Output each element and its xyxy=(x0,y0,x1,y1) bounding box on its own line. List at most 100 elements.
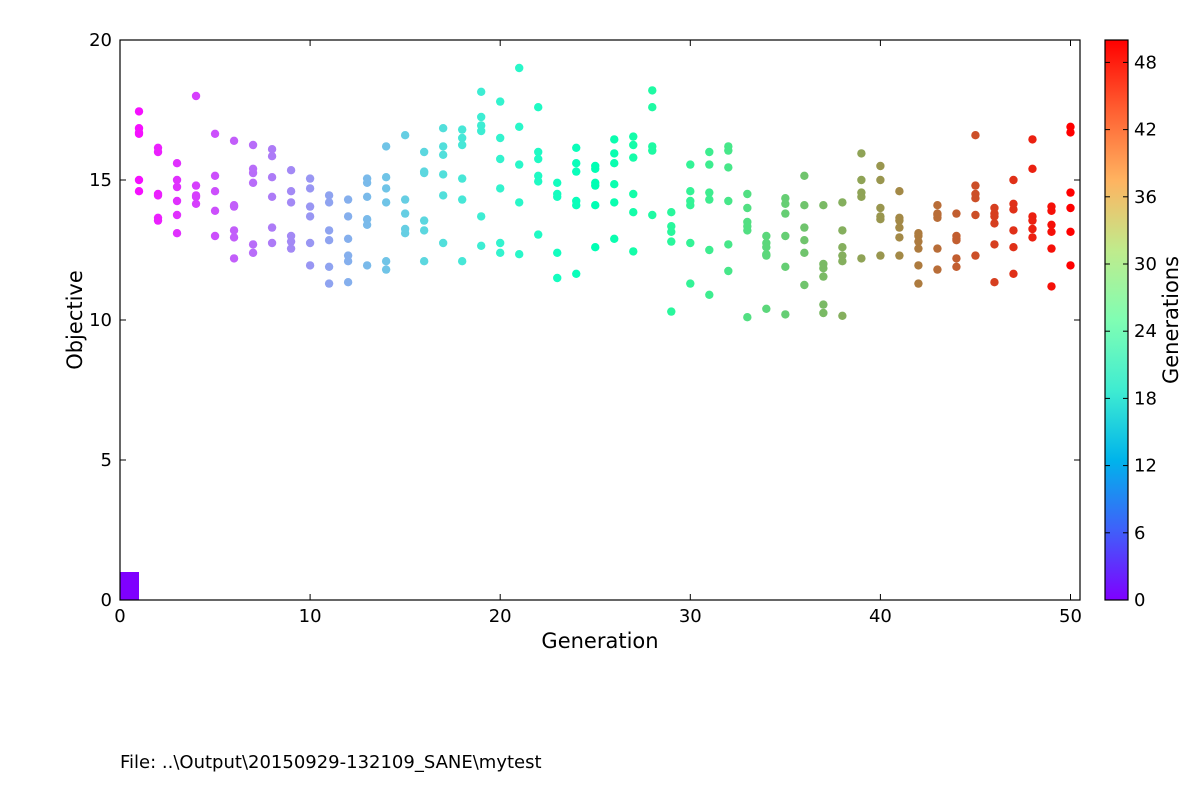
scatter-point xyxy=(933,201,942,210)
scatter-point xyxy=(324,262,334,271)
x-tick-label: 0 xyxy=(114,606,125,627)
scatter-point xyxy=(248,168,258,178)
scatter-point xyxy=(572,143,581,152)
scatter-point xyxy=(267,145,277,154)
scatter-point xyxy=(134,187,144,196)
scatter-point xyxy=(990,212,999,221)
scatter-point xyxy=(781,262,790,271)
scatter-point xyxy=(686,238,695,248)
scatter-point xyxy=(838,243,847,252)
scatter-point xyxy=(515,122,524,131)
scatter-point xyxy=(1028,164,1037,173)
scatter-point xyxy=(629,247,638,256)
scatter-point xyxy=(838,226,847,235)
scatter-point xyxy=(495,133,505,143)
scatter-point xyxy=(762,231,771,241)
scatter-point xyxy=(515,160,524,169)
scatter-point xyxy=(800,248,809,257)
scatter-point xyxy=(438,238,448,248)
scatter-point xyxy=(381,257,391,266)
scatter-point xyxy=(457,125,467,134)
scatter-point xyxy=(400,229,410,238)
scatter-point xyxy=(419,226,429,235)
colorbar-tick-label: 0 xyxy=(1134,590,1145,611)
scatter-point xyxy=(1009,205,1018,214)
scatter-point xyxy=(724,240,733,249)
scatter-point xyxy=(591,201,600,210)
scatter-point xyxy=(781,199,790,208)
scatter-point xyxy=(362,261,372,270)
scatter-point xyxy=(495,97,505,106)
scatter-point xyxy=(153,216,163,225)
scatter-point xyxy=(952,262,961,271)
scatter-point xyxy=(172,175,182,185)
scatter-point xyxy=(553,192,562,201)
scatter-point xyxy=(724,163,733,172)
scatter-point xyxy=(686,187,695,196)
scatter-point xyxy=(134,107,144,116)
scatter-point xyxy=(381,142,391,151)
y-tick-label: 10 xyxy=(89,310,112,331)
scatter-point xyxy=(305,238,315,248)
colorbar-tick-label: 30 xyxy=(1134,254,1157,275)
scatter-point xyxy=(857,192,866,201)
scatter-point xyxy=(724,196,733,206)
scatter-point xyxy=(419,216,429,225)
scatter-point xyxy=(400,131,410,140)
scatter-point xyxy=(895,251,904,260)
scatter-point xyxy=(305,174,315,183)
scatter-point xyxy=(1028,224,1037,234)
scatter-point xyxy=(210,206,220,215)
scatter-point xyxy=(990,219,999,228)
scatter-point xyxy=(438,142,448,151)
scatter-point xyxy=(362,220,372,229)
scatter-point xyxy=(743,189,752,199)
scatter-point xyxy=(400,195,410,204)
scatter-point xyxy=(933,244,942,253)
colorbar: 0 6 12 18 24 30 36 42 48 Generations xyxy=(1104,39,1183,611)
scatter-point xyxy=(1009,175,1018,185)
scatter-point xyxy=(534,177,543,186)
scatter-point xyxy=(952,254,961,263)
scatter-point xyxy=(781,231,790,241)
scatter-point xyxy=(229,202,239,211)
scatter-point xyxy=(286,244,296,253)
scatter-point xyxy=(819,300,828,309)
scatter-point xyxy=(267,223,277,232)
scatter-point xyxy=(1047,206,1056,215)
scatter-point xyxy=(857,254,866,263)
scatter-point xyxy=(971,210,980,220)
scatter-point xyxy=(591,243,600,252)
scatter-point xyxy=(610,198,619,207)
scatter-point xyxy=(324,279,334,288)
scatter-point xyxy=(495,238,505,248)
scatter-point xyxy=(191,181,201,190)
scatter-point xyxy=(343,195,353,204)
scatter-point xyxy=(210,187,220,196)
scatter-point xyxy=(1047,220,1056,229)
scatter-point xyxy=(1066,128,1075,137)
scatter-point xyxy=(476,87,486,97)
scatter-point xyxy=(952,236,961,245)
scatter-point xyxy=(857,175,866,185)
scatter-point xyxy=(134,175,144,185)
scatter-point xyxy=(553,248,562,257)
scatter-point xyxy=(1047,282,1056,291)
scatter-point xyxy=(419,257,429,266)
scatter-point xyxy=(419,168,429,178)
scatter-point xyxy=(743,313,752,322)
y-axis: 0 5 10 15 20 xyxy=(89,30,1080,611)
scatter-point xyxy=(705,245,714,255)
scatter-point xyxy=(438,191,448,200)
scatter-point xyxy=(248,240,258,249)
scatter-point xyxy=(876,215,885,224)
scatter-point xyxy=(800,236,809,245)
scatter-point xyxy=(153,147,163,157)
scatter-point xyxy=(381,265,391,274)
scatter-point xyxy=(933,265,942,274)
scatter-point xyxy=(705,188,714,197)
scatter-point xyxy=(1028,216,1037,225)
scatter-point xyxy=(286,187,296,196)
scatter-point xyxy=(305,184,315,193)
scatter-point xyxy=(705,160,714,169)
